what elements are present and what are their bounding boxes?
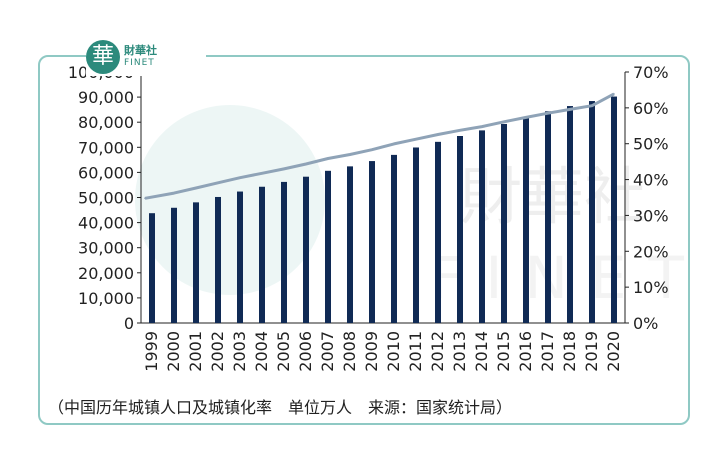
line-series [144, 92, 615, 200]
x-axis-ticks: 1999 2000 2001 2002 2003 2004 2005 2006 2007 2008… [142, 331, 623, 372]
line-point-2017 [547, 112, 549, 114]
left-tick-label: 30,000 [78, 239, 134, 258]
bar-2013 [457, 135, 463, 323]
x-tick-label: 2003 [230, 331, 249, 372]
line-point-2008 [349, 153, 351, 156]
x-tick-label: 2008 [340, 331, 359, 372]
line-point-2010 [393, 143, 395, 145]
left-tick-label: 80,000 [78, 113, 134, 132]
line-point-2018 [569, 108, 571, 111]
x-tick-label: 2010 [384, 331, 403, 372]
line-point-2006 [305, 163, 307, 165]
x-tick-label: 2012 [428, 331, 447, 372]
line-point-2016 [525, 116, 527, 119]
right-tick-label: 40% [633, 171, 669, 190]
bar-2002 [215, 196, 221, 323]
bar-2011 [413, 147, 419, 323]
bar-2004 [259, 186, 265, 323]
line-point-2007 [327, 157, 329, 160]
x-tick-label: 2005 [274, 331, 293, 372]
x-tick-label: 2002 [208, 331, 227, 372]
right-tick-label: 10% [633, 278, 669, 297]
finet-logo: 華 財華社 FINET [86, 40, 206, 76]
x-tick-label: 2009 [362, 331, 381, 372]
right-tick-label: 70% [633, 63, 669, 82]
right-tick-label: 60% [633, 99, 669, 118]
bar-2015 [501, 123, 507, 323]
x-tick-label: 2007 [318, 331, 337, 372]
left-tick-label: 90,000 [78, 88, 134, 107]
right-tick-label: 20% [633, 242, 669, 261]
bar-1999 [149, 213, 155, 323]
right-tick-label: 0% [633, 314, 658, 333]
bar-2018 [567, 106, 573, 324]
right-tick-label: 50% [633, 135, 669, 154]
line-point-2014 [481, 125, 483, 128]
line-point-2002 [217, 182, 219, 184]
x-tick-label: 2019 [582, 331, 601, 372]
x-tick-label: 2006 [296, 331, 315, 372]
right-axis-ticks: 0% 10% 20% 30% 40% 50% 60% 70% [625, 63, 669, 333]
logo-seal: 華 [86, 40, 120, 74]
bar-2014 [479, 130, 485, 323]
bar-2012 [435, 141, 441, 323]
bar-2003 [237, 191, 243, 323]
line-point-1999 [144, 197, 146, 200]
watermark-text-en: FINET [430, 244, 706, 312]
line-point-2011 [415, 138, 417, 140]
bar-2007 [325, 170, 331, 323]
left-tick-label: 0 [124, 314, 134, 333]
x-tick-label: 2001 [186, 331, 205, 372]
x-tick-label: 2016 [516, 331, 535, 372]
x-tick-label: 2020 [604, 331, 623, 372]
line-point-2015 [503, 121, 505, 123]
urbanization-rate-line [144, 92, 615, 200]
line-point-2000 [173, 192, 175, 194]
line-point-2001 [195, 187, 197, 189]
x-tick-label: 2014 [472, 331, 491, 372]
bar-2019 [589, 101, 595, 323]
line-point-2020 [613, 93, 615, 95]
line-point-2005 [283, 168, 285, 170]
x-tick-label: 2015 [494, 331, 513, 372]
x-tick-label: 1999 [142, 331, 161, 372]
left-tick-label: 20,000 [78, 264, 134, 283]
bar-2020 [611, 96, 617, 324]
x-tick-label: 2017 [538, 331, 557, 372]
left-tick-label: 50,000 [78, 189, 134, 208]
x-tick-label: 2018 [560, 331, 579, 372]
left-tick-label: 40,000 [78, 214, 134, 233]
x-tick-label: 2004 [252, 331, 271, 372]
bar-2009 [369, 161, 375, 323]
x-tick-label: 2011 [406, 331, 425, 372]
bar-2016 [523, 117, 529, 323]
bar-2006 [303, 176, 309, 323]
bar-2008 [347, 166, 353, 323]
x-tick-label: 2000 [164, 331, 183, 372]
x-tick-label: 2013 [450, 331, 469, 372]
left-axis-ticks: 0 10,000 20,000 30,000 40,000 50,000 60,000 70,… [68, 63, 141, 333]
line-point-2003 [239, 176, 241, 179]
bar-2005 [281, 181, 287, 323]
logo-name-en: FINET [124, 58, 155, 68]
line-point-2012 [437, 133, 439, 136]
left-tick-label: 10,000 [78, 289, 134, 308]
bar-2000 [171, 207, 177, 323]
left-tick-label: 60,000 [78, 163, 134, 182]
chart-caption: （中国历年城镇人口及城镇化率 单位万人 来源：国家统计局） [48, 398, 513, 417]
line-point-2004 [261, 172, 263, 175]
bar-series [149, 96, 617, 324]
bar-2010 [391, 154, 397, 323]
logo-name-cn: 財華社 [124, 44, 157, 57]
chart-frame [38, 55, 690, 425]
line-point-2013 [459, 129, 461, 132]
left-tick-label: 70,000 [78, 138, 134, 157]
watermark-text-cn: 財華社 [460, 160, 646, 233]
bar-2001 [193, 202, 199, 323]
bar-2017 [545, 111, 551, 323]
right-tick-label: 30% [633, 206, 669, 225]
line-point-2009 [371, 148, 373, 151]
line-point-2019 [591, 104, 593, 107]
